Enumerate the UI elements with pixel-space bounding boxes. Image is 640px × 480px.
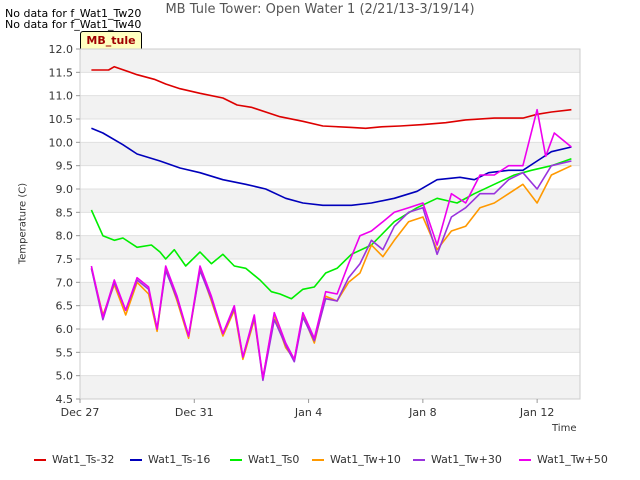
y-tick-label: 7.5 — [56, 253, 74, 266]
legend-swatch — [230, 459, 242, 461]
legend-swatch — [519, 459, 531, 461]
legend-label: Wat1_Tw+10 — [330, 453, 401, 466]
legend-item[interactable]: Wat1_Ts-16 — [130, 453, 210, 466]
y-tick-label: 5.0 — [56, 370, 74, 383]
legend-label: Wat1_Ts-16 — [148, 453, 211, 466]
x-tick-label: Jan 12 — [519, 406, 554, 419]
series-lines — [90, 65, 572, 382]
y-tick-label: 10.0 — [49, 136, 74, 149]
x-axis-ticks: Dec 27 Dec 31 Jan 4 Jan 8 Jan 12 — [61, 399, 554, 419]
y-tick-label: 9.0 — [56, 183, 74, 196]
y-tick-label: 7.0 — [56, 276, 74, 289]
series-line-Wat1_Tw+50 — [90, 108, 572, 379]
series-line-Wat1_Ts0 — [90, 157, 572, 300]
no-data-note-tw20: No data for f_Wat1_Tw20 — [5, 7, 142, 20]
plot-band — [80, 189, 580, 213]
y-axis-ticks: 4.5 5.0 5.5 6.0 6.5 7.0 7.5 8.0 8.5 9.0 9.5 10.0 10.… — [49, 43, 80, 406]
site-badge: MB_tule — [80, 31, 142, 51]
y-tick-label: 11.0 — [49, 90, 74, 103]
plot-band — [80, 142, 580, 166]
plot-band — [80, 235, 580, 259]
legend-label: Wat1_Tw+30 — [431, 453, 502, 466]
plot-frame — [79, 48, 581, 400]
legend-swatch — [413, 459, 425, 461]
legend-label: Wat1_Ts-32 — [52, 453, 115, 466]
line-chart: 4.5 5.0 5.5 6.0 6.5 7.0 7.5 8.0 8.5 9.0 9.5 10.0 10.… — [49, 43, 581, 419]
plot-band — [80, 375, 580, 399]
y-tick-label: 6.5 — [56, 300, 74, 313]
x-axis-label: Time — [552, 423, 577, 434]
series-line-Wat1_Ts-32 — [91, 65, 572, 130]
no-data-note-tw40: No data for f_Wat1_Tw40 — [5, 18, 142, 31]
series-line-Wat1_Ts-16 — [91, 127, 572, 207]
plot-bands — [80, 49, 580, 399]
y-tick-label: 6.0 — [56, 323, 74, 336]
chart-title: MB Tule Tower: Open Water 1 (2/21/13-3/1… — [165, 2, 475, 17]
x-tick-label: Dec 31 — [175, 406, 214, 419]
y-tick-label: 11.5 — [49, 66, 74, 79]
plot-band — [80, 95, 580, 119]
legend-item[interactable]: Wat1_Ts0 — [230, 453, 299, 466]
legend-label: Wat1_Ts0 — [248, 453, 300, 466]
y-tick-label: 9.5 — [56, 160, 74, 173]
legend: Wat1_Ts-32 Wat1_Ts-16 Wat1_Ts0 Wat1_Tw+10 Wa… — [0, 453, 640, 469]
plot-band — [80, 49, 580, 73]
y-tick-label: 5.5 — [56, 346, 74, 359]
legend-swatch — [34, 459, 46, 461]
y-tick-label: 10.5 — [49, 113, 74, 126]
legend-swatch — [130, 459, 142, 461]
legend-item[interactable]: Wat1_Tw+30 — [413, 453, 502, 466]
plot-band — [80, 329, 580, 353]
x-tick-label: Jan 4 — [294, 406, 322, 419]
legend-item[interactable]: Wat1_Ts-32 — [34, 453, 114, 466]
x-tick-label: Jan 8 — [408, 406, 436, 419]
y-tick-label: 8.0 — [56, 230, 74, 243]
legend-label: Wat1_Tw+50 — [537, 453, 608, 466]
plot-band — [80, 282, 580, 306]
legend-item[interactable]: Wat1_Tw+50 — [519, 453, 608, 466]
x-tick-label: Dec 27 — [61, 406, 100, 419]
y-tick-label: 12.0 — [49, 43, 74, 56]
y-tick-label: 8.5 — [56, 206, 74, 219]
legend-item[interactable]: Wat1_Tw+10 — [312, 453, 401, 466]
legend-swatch — [312, 459, 324, 461]
y-tick-label: 4.5 — [56, 393, 74, 406]
